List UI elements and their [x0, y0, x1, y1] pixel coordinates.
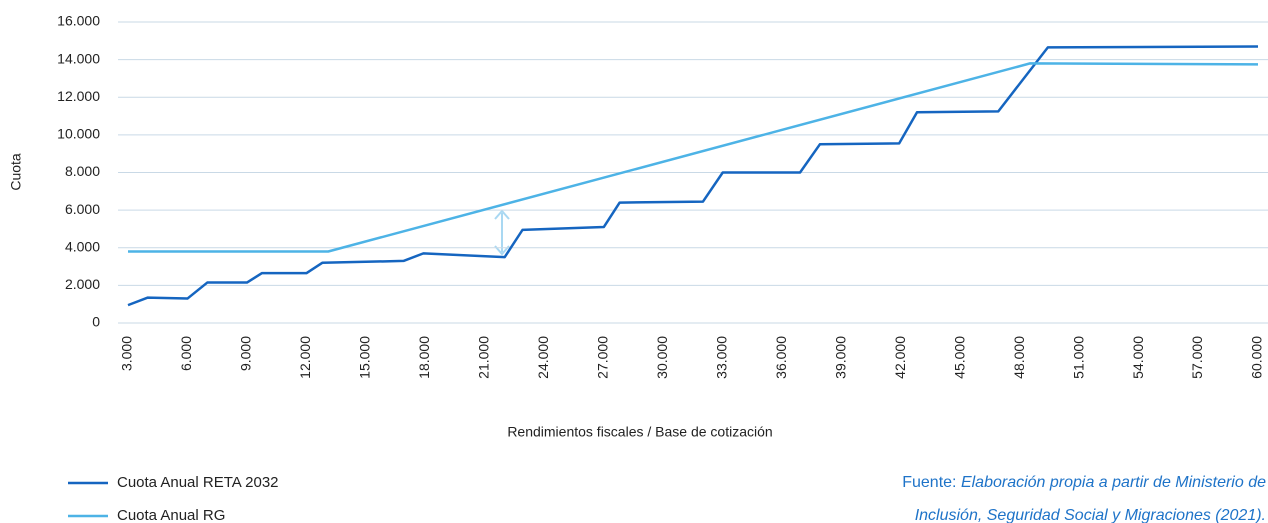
y-tick-label: 8.000 — [65, 163, 100, 179]
x-tick-label: 24.000 — [535, 336, 551, 379]
x-tick-label: 3.000 — [119, 336, 135, 371]
x-tick-label: 36.000 — [773, 336, 789, 379]
x-tick-label: 15.000 — [357, 336, 373, 379]
source-note: Fuente: Elaboración propia a partir de M… — [902, 474, 1266, 491]
x-tick-label: 18.000 — [416, 336, 432, 379]
x-tick-label: 33.000 — [713, 336, 729, 379]
x-tick-label: 57.000 — [1189, 336, 1205, 379]
legend-label: Cuota Anual RG — [117, 507, 225, 523]
source-line: Inclusión, Seguridad Social y Migracione… — [915, 507, 1266, 523]
y-tick-label: 12.000 — [57, 88, 100, 104]
x-tick-label: 54.000 — [1130, 336, 1146, 379]
x-tick-label: 48.000 — [1011, 336, 1027, 379]
annotation-arrow — [494, 209, 510, 256]
y-tick-label: 2.000 — [65, 276, 100, 292]
source-line: Elaboración propia a partir de Ministeri… — [961, 474, 1266, 491]
y-tick-label: 10.000 — [57, 126, 100, 142]
x-tick-label: 39.000 — [832, 336, 848, 379]
x-tick-label: 30.000 — [654, 336, 670, 379]
x-tick-label: 9.000 — [238, 336, 254, 371]
x-tick-label: 12.000 — [297, 336, 313, 379]
x-tick-label: 45.000 — [951, 336, 967, 379]
y-tick-label: 4.000 — [65, 238, 100, 254]
line-series — [128, 62, 1259, 253]
x-tick-label: 60.000 — [1249, 336, 1265, 379]
x-axis-title: Rendimientos fiscales / Base de cotizaci… — [507, 424, 772, 440]
x-tick-label: 6.000 — [178, 336, 194, 371]
y-tick-label: 6.000 — [65, 201, 100, 217]
x-tick-label: 21.000 — [476, 336, 492, 379]
x-tick-label: 42.000 — [892, 336, 908, 379]
y-axis-title: Cuota — [8, 153, 24, 191]
legend-label: Cuota Anual RETA 2032 — [117, 474, 279, 491]
x-tick-label: 51.000 — [1070, 336, 1086, 379]
line-series — [127, 45, 1259, 307]
y-tick-label: 14.000 — [57, 50, 100, 66]
source-prefix: Fuente: — [902, 474, 956, 491]
y-tick-label: 16.000 — [57, 13, 100, 29]
y-tick-label: 0 — [92, 314, 100, 330]
x-tick-label: 27.000 — [594, 336, 610, 379]
